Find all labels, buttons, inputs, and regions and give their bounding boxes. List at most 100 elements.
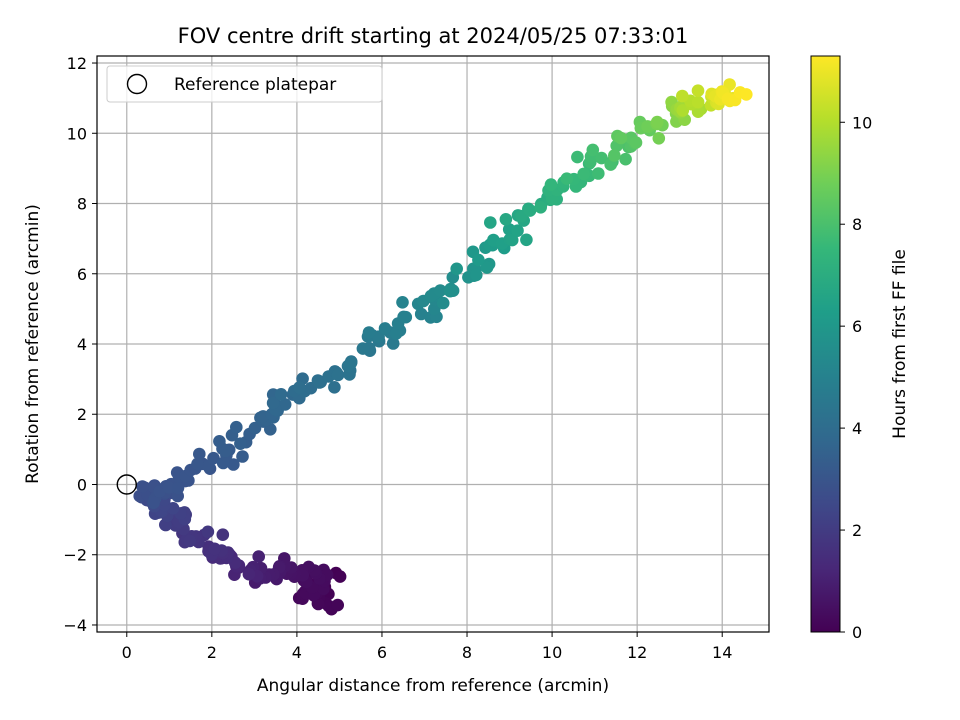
data-point (470, 268, 483, 282)
data-point (293, 381, 306, 394)
data-point (274, 388, 288, 401)
data-point (520, 233, 533, 247)
data-point (328, 381, 341, 394)
data-point (227, 458, 240, 471)
data-point (450, 262, 464, 276)
data-point (201, 525, 215, 539)
data-point (242, 567, 256, 581)
data-point (219, 444, 232, 458)
grid-lines (97, 56, 769, 632)
data-point (213, 435, 226, 448)
data-point (480, 261, 494, 274)
data-point (534, 201, 547, 214)
y-tick-label: 8 (77, 195, 87, 214)
data-point (577, 167, 590, 181)
data-point (216, 528, 230, 541)
data-point (386, 337, 400, 350)
y-axis-label: Rotation from reference (arcmin) (23, 204, 43, 484)
data-point (586, 143, 600, 157)
legend-box (106, 65, 383, 103)
y-tick-label: 2 (77, 405, 87, 424)
data-point (266, 396, 280, 410)
data-point (608, 149, 621, 162)
legend-label-reference: Reference platepar (174, 75, 336, 95)
colorbar-label: Hours from first FF file (890, 249, 910, 439)
data-point (191, 457, 204, 471)
data-point (676, 104, 690, 117)
legend-marker-reference (126, 73, 148, 95)
data-point (322, 599, 335, 613)
data-point (650, 115, 664, 129)
chart-title: FOV centre drift starting at 2024/05/25 … (178, 24, 689, 48)
data-point (236, 450, 249, 463)
y-tick-label: 12 (67, 54, 87, 73)
data-point (193, 447, 206, 461)
data-point (171, 481, 185, 495)
data-point (592, 167, 605, 180)
data-point (396, 296, 409, 309)
data-point (389, 327, 403, 340)
data-point (278, 398, 292, 411)
x-tick-label: 6 (377, 643, 387, 662)
colorbar-ticks: 0 2 4 6 8 10 (840, 113, 872, 642)
data-point (162, 481, 176, 494)
data-point (230, 420, 243, 434)
data-point (434, 284, 447, 297)
data-point (595, 151, 608, 165)
x-tick-label: 4 (292, 643, 302, 662)
data-point (136, 480, 149, 493)
data-point (331, 598, 345, 612)
data-point (614, 131, 628, 145)
y-tick-label: −2 (63, 546, 87, 565)
x-axis-ticks: 0 2 4 6 8 10 12 14 (122, 632, 732, 662)
data-point (691, 95, 705, 109)
data-point (676, 89, 689, 103)
data-point (424, 289, 438, 303)
data-point (571, 150, 584, 164)
colorbar-tick-label: 6 (852, 317, 862, 336)
data-point (544, 178, 558, 191)
data-point (505, 233, 519, 247)
data-point (691, 84, 705, 97)
data-point (560, 172, 574, 185)
x-tick-label: 12 (627, 643, 647, 662)
x-tick-label: 10 (542, 643, 562, 662)
colorbar-tick-label: 10 (852, 113, 872, 132)
colorbar (810, 55, 841, 633)
data-point (208, 542, 221, 556)
colorbar-tick-label: 4 (852, 419, 862, 438)
data-point (378, 322, 392, 335)
y-tick-label: 4 (77, 335, 87, 354)
data-point (619, 152, 632, 166)
data-point (436, 296, 450, 310)
colorbar-tick-label: 0 (852, 623, 862, 642)
data-point (147, 496, 160, 510)
data-point (183, 534, 197, 548)
y-tick-label: 0 (77, 475, 87, 494)
data-point (333, 570, 347, 583)
data-point (511, 224, 524, 237)
data-point (472, 253, 485, 267)
data-point (443, 284, 457, 298)
data-point (252, 550, 265, 563)
x-axis-label: Angular distance from reference (arcmin) (257, 676, 609, 696)
data-point (652, 132, 666, 145)
data-point (313, 376, 326, 389)
data-point (484, 216, 497, 229)
y-tick-label: −4 (63, 616, 87, 635)
data-point (234, 437, 247, 451)
data-point (629, 136, 643, 149)
data-point (499, 213, 513, 226)
data-point (331, 368, 345, 382)
colorbar-tick-label: 8 (852, 215, 862, 234)
data-point (153, 485, 166, 498)
data-point (207, 451, 220, 465)
legend: Reference platepar (106, 65, 383, 103)
x-tick-label: 2 (207, 643, 217, 662)
data-point (356, 342, 370, 355)
y-tick-label: 6 (77, 265, 87, 284)
data-point (428, 302, 441, 316)
data-point (523, 204, 537, 217)
x-tick-label: 8 (462, 643, 472, 662)
